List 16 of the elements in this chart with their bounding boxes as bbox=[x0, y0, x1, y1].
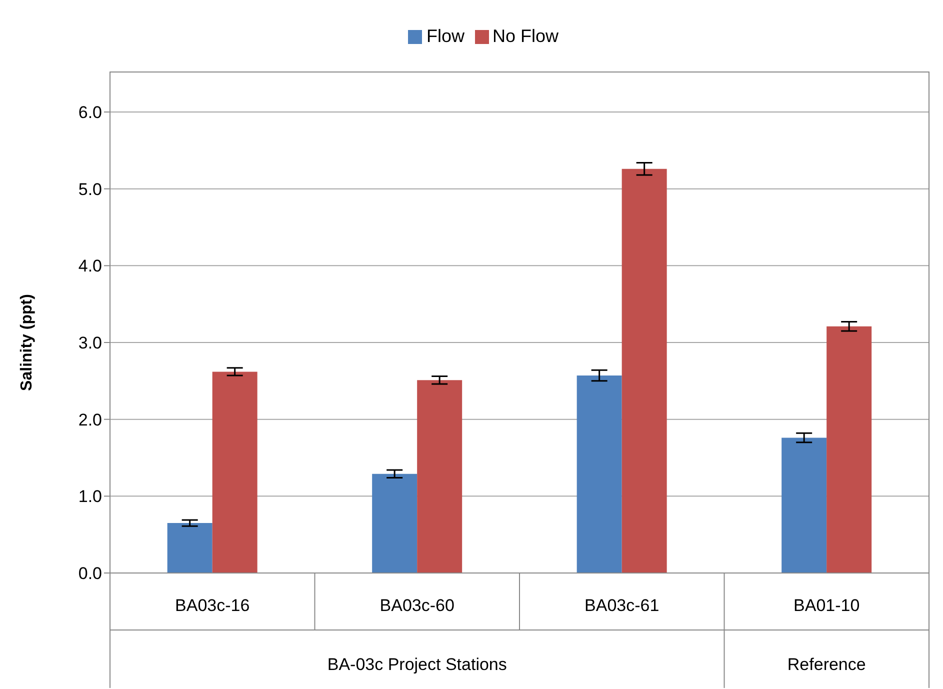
y-axis-title: Salinity (ppt) bbox=[18, 294, 36, 391]
text: BA-03c Project Stations bbox=[327, 655, 507, 674]
y-tick-label: 0.0 bbox=[78, 564, 102, 584]
y-tick-label: 1.0 bbox=[78, 487, 102, 506]
x-tick-label: BA03c-61 bbox=[584, 596, 660, 615]
x-tick-label: BA01-10 bbox=[794, 596, 860, 615]
text: Reference bbox=[787, 655, 866, 674]
y-tick-label: 3.0 bbox=[78, 334, 102, 353]
x-tick-label: BA03c-16 bbox=[175, 596, 250, 615]
y-tick-label: 2.0 bbox=[78, 410, 102, 430]
legend-label: Flow bbox=[426, 26, 464, 46]
x-tick-label: BA03c-60 bbox=[380, 596, 454, 615]
y-tick-label: 4.0 bbox=[78, 256, 102, 276]
y-tick-label: 5.0 bbox=[78, 180, 102, 199]
legend-label: No Flow bbox=[492, 26, 559, 46]
y-tick-label: 6.0 bbox=[78, 103, 102, 122]
